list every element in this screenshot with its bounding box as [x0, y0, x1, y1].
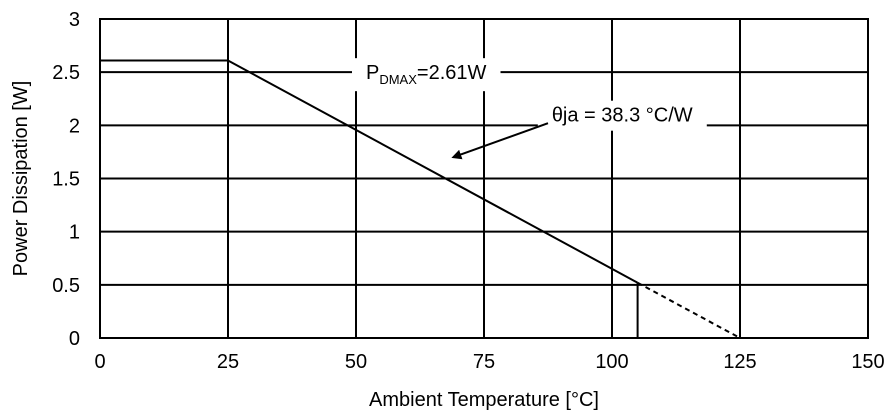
pdmax-annotation-background [352, 58, 501, 92]
theta-ja-annotation-background [537, 100, 707, 131]
x-tick-label: 150 [851, 351, 884, 373]
y-tick-label: 1 [69, 222, 80, 244]
y-axis-title: Power Dissipation [W] [10, 81, 32, 277]
y-tick-label: 2 [69, 115, 80, 137]
plot-frame [99, 18, 869, 339]
pdmax-annotation: PDMAX=2.61W [366, 62, 487, 87]
x-tick-label: 100 [595, 351, 628, 373]
series-group [100, 59, 741, 339]
annotation-arrow [451, 122, 549, 160]
derating-line [100, 59, 639, 284]
x-tick-label: 25 [217, 351, 239, 373]
x-tick-label: 125 [723, 351, 756, 373]
theta-ja-annotation: θja = 38.3 °C/W [552, 105, 693, 127]
y-tick-label: 1.5 [52, 169, 80, 191]
x-axis-title: Ambient Temperature [°C] [369, 389, 599, 411]
x-tick-label: 75 [473, 351, 495, 373]
x-tick-label: 50 [345, 351, 367, 373]
x-tick-label: 0 [94, 351, 105, 373]
y-tick-label: 0 [69, 328, 80, 350]
derating-line-dashed [637, 281, 741, 339]
y-tick-label: 2.5 [52, 62, 80, 84]
y-tick-label: 0.5 [52, 275, 80, 297]
tick-labels-group: 0 25 50 75 100 125 150 0 0.5 1 1.5 2 2.5 3 [52, 9, 885, 373]
y-tick-label: 3 [69, 9, 80, 31]
annotations-group: PDMAX=2.61W θja = 38.3 °C/W [352, 58, 707, 160]
